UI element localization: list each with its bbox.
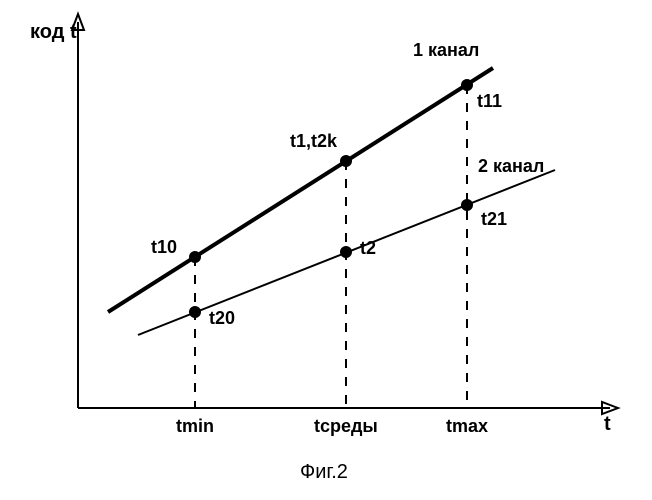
label-channel1: 1 канал <box>413 40 479 60</box>
label-t21: t21 <box>481 209 507 229</box>
axes <box>72 14 618 414</box>
label-t2: t2 <box>360 238 376 258</box>
point-t20 <box>189 306 201 318</box>
label-channel2: 2 канал <box>478 156 544 176</box>
point-t11 <box>461 79 473 91</box>
label-t10: t10 <box>151 237 177 257</box>
label-t1-t2k: t1,t2k <box>290 131 338 151</box>
xtick-tsredy: tсреды <box>314 416 378 436</box>
figure-caption: Фиг.2 <box>300 461 348 483</box>
x-axis-label: t <box>604 413 611 435</box>
label-t11: t11 <box>477 91 502 111</box>
xtick-tmax: tmax <box>446 416 488 436</box>
y-axis-label: код t <box>30 21 77 43</box>
point-t2 <box>340 246 352 258</box>
calibration-diagram: код t t tmin tсреды tmax 1 канал 2 канал… <box>0 0 652 500</box>
xtick-tmin: tmin <box>176 416 214 436</box>
point-t21 <box>461 199 473 211</box>
point-t10 <box>189 251 201 263</box>
series-channel1 <box>108 68 493 312</box>
label-t20: t20 <box>209 308 235 328</box>
point-t1-t2k <box>340 155 352 167</box>
